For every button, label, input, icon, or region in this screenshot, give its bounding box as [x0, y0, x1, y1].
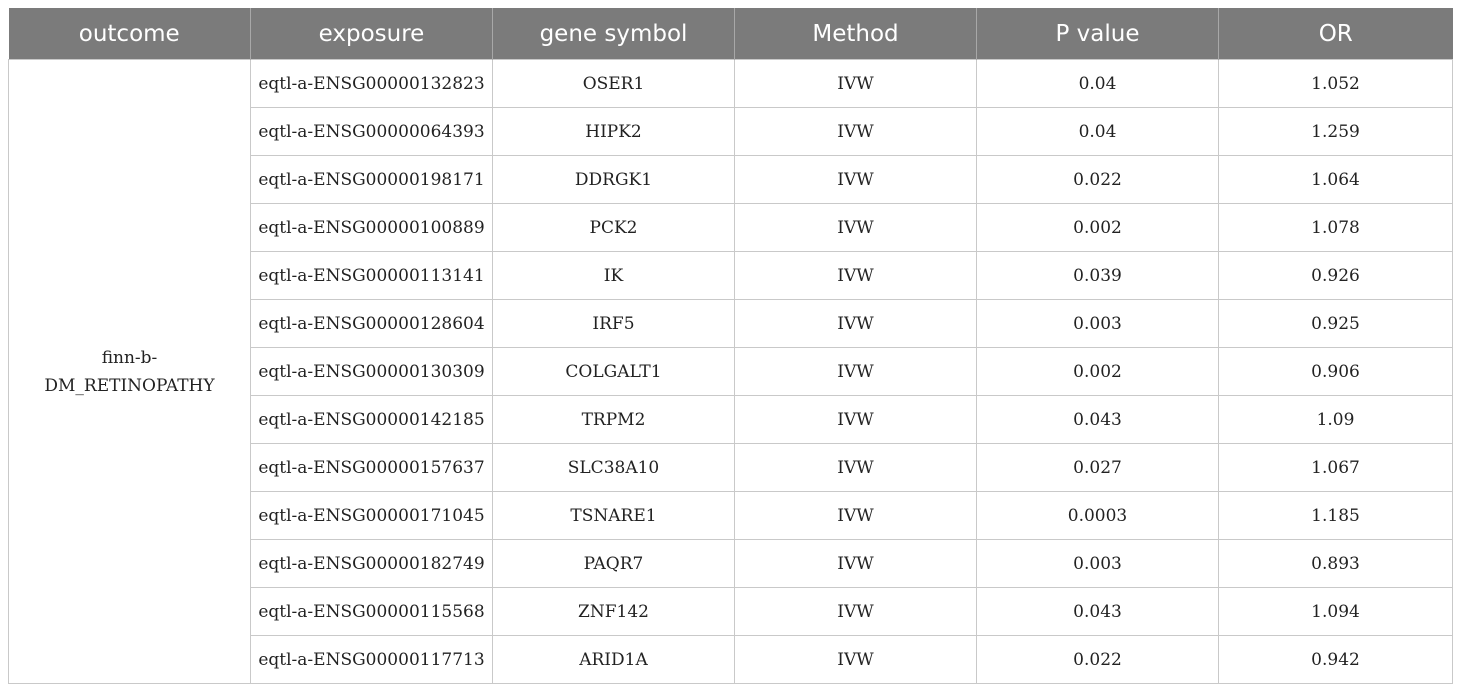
table-row: eqtl-a-ENSG00000182749 PAQR7 IVW 0.003 0… [9, 539, 1453, 588]
exposure-cell: eqtl-a-ENSG00000115568 [250, 587, 493, 636]
header-p-value: P value [976, 8, 1219, 60]
p-value-cell: 0.003 [976, 539, 1219, 588]
gene-cell: IK [492, 251, 735, 300]
header-exposure: exposure [250, 8, 493, 60]
exposure-cell: eqtl-a-ENSG00000128604 [250, 299, 493, 348]
method-cell: IVW [734, 539, 977, 588]
outcome-line-1: finn-b- [101, 347, 158, 368]
method-cell: IVW [734, 635, 977, 684]
results-table-container: outcome exposure gene symbol Method P va… [8, 8, 1453, 684]
or-cell: 1.067 [1218, 443, 1453, 492]
method-cell: IVW [734, 443, 977, 492]
p-value-cell: 0.002 [976, 347, 1219, 396]
p-value-cell: 0.027 [976, 443, 1219, 492]
table-row: eqtl-a-ENSG00000198171 DDRGK1 IVW 0.022 … [9, 155, 1453, 204]
gene-cell: TSNARE1 [492, 491, 735, 540]
header-gene-symbol: gene symbol [492, 8, 735, 60]
method-cell: IVW [734, 491, 977, 540]
gene-cell: ZNF142 [492, 587, 735, 636]
table-row: eqtl-a-ENSG00000115568 ZNF142 IVW 0.043 … [9, 587, 1453, 636]
table-row: eqtl-a-ENSG00000117713 ARID1A IVW 0.022 … [9, 635, 1453, 684]
method-cell: IVW [734, 251, 977, 300]
exposure-cell: eqtl-a-ENSG00000132823 [250, 59, 493, 108]
table-header-row: outcome exposure gene symbol Method P va… [8, 8, 1453, 60]
method-cell: IVW [734, 107, 977, 156]
gene-cell: PCK2 [492, 203, 735, 252]
outcome-cell: finn-b- DM_RETINOPATHY [8, 59, 251, 684]
or-cell: 1.09 [1218, 395, 1453, 444]
table-row: eqtl-a-ENSG00000171045 TSNARE1 IVW 0.000… [9, 491, 1453, 540]
table-row: eqtl-a-ENSG00000113141 IK IVW 0.039 0.92… [9, 251, 1453, 300]
gene-cell: ARID1A [492, 635, 735, 684]
exposure-cell: eqtl-a-ENSG00000113141 [250, 251, 493, 300]
gene-cell: TRPM2 [492, 395, 735, 444]
p-value-cell: 0.003 [976, 299, 1219, 348]
method-cell: IVW [734, 59, 977, 108]
header-or: OR [1218, 8, 1453, 60]
or-cell: 0.942 [1218, 635, 1453, 684]
table-row: eqtl-a-ENSG00000130309 COLGALT1 IVW 0.00… [9, 347, 1453, 396]
exposure-cell: eqtl-a-ENSG00000142185 [250, 395, 493, 444]
table-row: eqtl-a-ENSG00000157637 SLC38A10 IVW 0.02… [9, 443, 1453, 492]
method-cell: IVW [734, 203, 977, 252]
p-value-cell: 0.04 [976, 107, 1219, 156]
or-cell: 1.064 [1218, 155, 1453, 204]
or-cell: 1.185 [1218, 491, 1453, 540]
gene-cell: PAQR7 [492, 539, 735, 588]
table-row: eqtl-a-ENSG00000064393 HIPK2 IVW 0.04 1.… [9, 107, 1453, 156]
outcome-line-2: DM_RETINOPATHY [44, 375, 215, 396]
table-row: eqtl-a-ENSG00000128604 IRF5 IVW 0.003 0.… [9, 299, 1453, 348]
table-row: eqtl-a-ENSG00000100889 PCK2 IVW 0.002 1.… [9, 203, 1453, 252]
exposure-cell: eqtl-a-ENSG00000171045 [250, 491, 493, 540]
method-cell: IVW [734, 587, 977, 636]
gene-cell: HIPK2 [492, 107, 735, 156]
p-value-cell: 0.04 [976, 59, 1219, 108]
or-cell: 0.893 [1218, 539, 1453, 588]
exposure-cell: eqtl-a-ENSG00000157637 [250, 443, 493, 492]
exposure-cell: eqtl-a-ENSG00000130309 [250, 347, 493, 396]
p-value-cell: 0.002 [976, 203, 1219, 252]
or-cell: 0.906 [1218, 347, 1453, 396]
or-cell: 1.078 [1218, 203, 1453, 252]
exposure-cell: eqtl-a-ENSG00000100889 [250, 203, 493, 252]
p-value-cell: 0.039 [976, 251, 1219, 300]
gene-cell: DDRGK1 [492, 155, 735, 204]
header-outcome: outcome [8, 8, 251, 60]
exposure-cell: eqtl-a-ENSG00000064393 [250, 107, 493, 156]
method-cell: IVW [734, 347, 977, 396]
or-cell: 0.925 [1218, 299, 1453, 348]
method-cell: IVW [734, 299, 977, 348]
header-method: Method [734, 8, 977, 60]
or-cell: 1.052 [1218, 59, 1453, 108]
or-cell: 1.094 [1218, 587, 1453, 636]
or-cell: 0.926 [1218, 251, 1453, 300]
table-row: finn-b- DM_RETINOPATHY eqtl-a-ENSG000001… [8, 59, 1453, 684]
results-table: outcome exposure gene symbol Method P va… [8, 8, 1453, 684]
gene-cell: COLGALT1 [492, 347, 735, 396]
gene-cell: IRF5 [492, 299, 735, 348]
method-cell: IVW [734, 395, 977, 444]
or-cell: 1.259 [1218, 107, 1453, 156]
p-value-cell: 0.0003 [976, 491, 1219, 540]
p-value-cell: 0.022 [976, 155, 1219, 204]
gene-cell: SLC38A10 [492, 443, 735, 492]
p-value-cell: 0.043 [976, 395, 1219, 444]
exposure-cell: eqtl-a-ENSG00000117713 [250, 635, 493, 684]
gene-cell: OSER1 [492, 59, 735, 108]
exposure-cell: eqtl-a-ENSG00000182749 [250, 539, 493, 588]
p-value-cell: 0.043 [976, 587, 1219, 636]
p-value-cell: 0.022 [976, 635, 1219, 684]
exposure-cell: eqtl-a-ENSG00000198171 [250, 155, 493, 204]
method-cell: IVW [734, 155, 977, 204]
